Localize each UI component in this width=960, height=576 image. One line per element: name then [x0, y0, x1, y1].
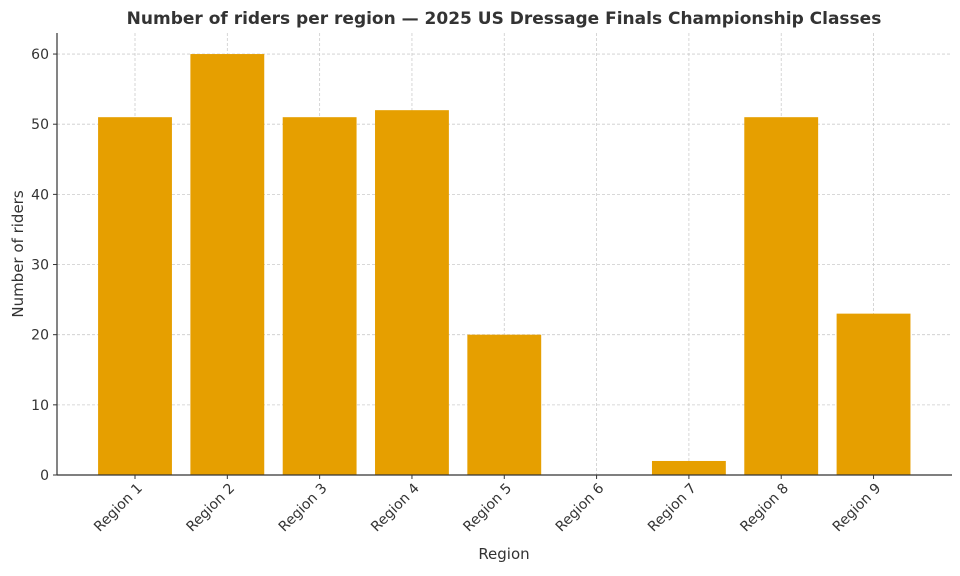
y-tick-label: 30: [31, 258, 49, 274]
x-tick-label: Region 8: [737, 481, 792, 536]
bar-region-8: [744, 117, 819, 475]
bar-region-2: [190, 54, 265, 476]
x-tick-label: Region 2: [183, 481, 238, 536]
x-axis-label: Region: [478, 545, 529, 563]
x-tick-label: Region 1: [91, 481, 146, 536]
x-tick-label: Region 6: [553, 480, 608, 535]
y-tick-label: 10: [31, 398, 49, 414]
bar-region-4: [375, 110, 449, 475]
bar-region-7: [651, 460, 726, 475]
x-ticks: Region 1 Region 2 Region 3 Region 4 Region 5…: [91, 475, 884, 535]
y-axis-label: Number of riders: [9, 190, 27, 318]
x-tick-label: Region 9: [830, 481, 885, 536]
bars: [98, 54, 911, 476]
x-tick-label: Region 4: [368, 480, 423, 535]
bar-region-3: [282, 117, 357, 475]
chart-title: Number of riders per region — 2025 US Dr…: [127, 9, 882, 29]
y-ticks: 0 10 20 30 40 50 60: [31, 47, 57, 484]
bar-region-9: [836, 313, 911, 475]
y-tick-label: 40: [31, 187, 49, 203]
bar-region-5: [467, 334, 542, 475]
y-tick-label: 0: [40, 468, 49, 484]
bar-region-1: [98, 117, 172, 475]
y-tick-label: 20: [31, 328, 49, 344]
x-tick-label: Region 5: [460, 481, 515, 536]
y-tick-label: 50: [31, 117, 49, 133]
x-tick-label: Region 3: [276, 481, 331, 536]
x-tick-label: Region 7: [645, 481, 700, 536]
y-tick-label: 60: [31, 47, 49, 63]
